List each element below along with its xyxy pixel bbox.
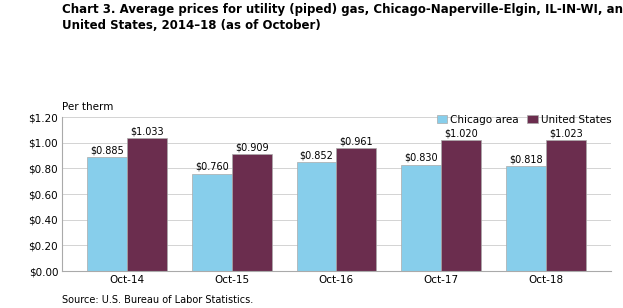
Bar	[441, 140, 481, 271]
Legend: Chicago area, United States: Chicago area, United States	[437, 115, 612, 124]
Bar	[127, 139, 167, 271]
Bar	[506, 166, 546, 271]
Text: $1.033: $1.033	[130, 127, 164, 137]
Text: $0.818: $0.818	[509, 155, 543, 164]
Bar	[546, 140, 586, 271]
Text: $0.885: $0.885	[90, 146, 124, 156]
Text: $0.760: $0.760	[195, 162, 229, 172]
Text: $0.852: $0.852	[300, 150, 333, 160]
Bar	[297, 162, 336, 271]
Text: $1.023: $1.023	[549, 128, 583, 138]
Bar	[401, 164, 441, 271]
Bar	[192, 173, 232, 271]
Text: Chart 3. Average prices for utility (piped) gas, Chicago-Naperville-Elgin, IL-IN: Chart 3. Average prices for utility (pip…	[62, 3, 623, 32]
Text: $1.020: $1.020	[444, 129, 478, 139]
Bar	[336, 148, 376, 271]
Bar	[232, 154, 272, 271]
Text: Source: U.S. Bureau of Labor Statistics.: Source: U.S. Bureau of Labor Statistics.	[62, 295, 254, 305]
Text: Per therm: Per therm	[62, 103, 113, 112]
Text: $0.830: $0.830	[404, 153, 438, 163]
Text: $0.909: $0.909	[235, 143, 269, 153]
Bar	[87, 157, 127, 271]
Text: $0.961: $0.961	[340, 136, 373, 146]
